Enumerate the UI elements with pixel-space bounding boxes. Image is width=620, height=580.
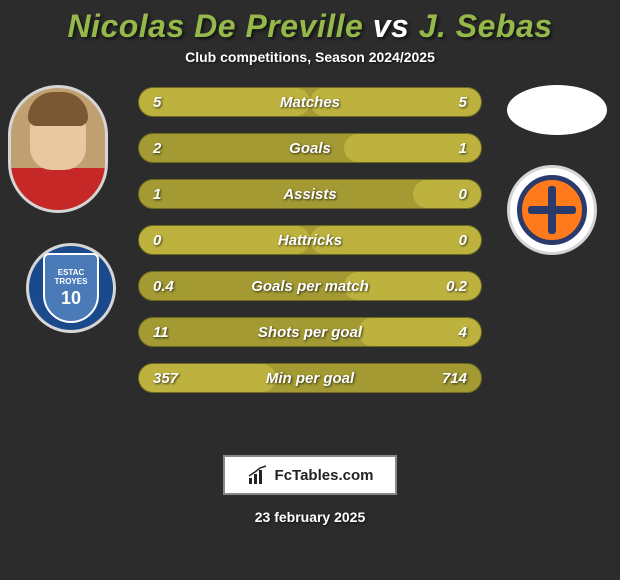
footer-brand-text: FcTables.com	[275, 467, 374, 484]
stat-value-right: 1	[459, 140, 467, 157]
stat-label: Assists	[283, 186, 336, 203]
estac-text-mid: TROYES	[55, 277, 88, 286]
stat-row: 1 Assists 0	[138, 179, 482, 209]
comparison-title: Nicolas De Preville vs J. Sebas	[0, 0, 620, 49]
stat-row: 357 Min per goal 714	[138, 363, 482, 393]
stat-label: Hattricks	[278, 232, 342, 249]
orange-club-shield	[517, 175, 587, 245]
stat-row: 2 Goals 1	[138, 133, 482, 163]
stat-row: 11 Shots per goal 4	[138, 317, 482, 347]
stat-label: Matches	[280, 94, 340, 111]
stat-value-left: 2	[153, 140, 161, 157]
estac-text-top: ESTAC	[58, 268, 85, 277]
player1-club-badge: ESTAC TROYES 10	[26, 243, 116, 333]
player1-shirt	[11, 168, 105, 210]
player2-club-badge	[507, 165, 597, 255]
stat-value-left: 357	[153, 370, 178, 387]
subtitle: Club competitions, Season 2024/2025	[0, 49, 620, 85]
right-avatars-column	[507, 85, 612, 255]
stat-value-left: 0	[153, 232, 161, 249]
stat-value-right: 714	[442, 370, 467, 387]
stat-value-right: 0	[459, 186, 467, 203]
stat-value-left: 5	[153, 94, 161, 111]
stat-fill-right	[413, 180, 481, 208]
stat-value-left: 11	[153, 324, 169, 341]
estac-shield: ESTAC TROYES 10	[43, 253, 99, 323]
footer-brand-box: FcTables.com	[223, 455, 397, 495]
player2-avatar-blank	[507, 85, 607, 135]
stat-value-right: 0.2	[446, 278, 467, 295]
fctables-logo-icon	[247, 464, 269, 486]
estac-number: 10	[61, 288, 81, 309]
stat-value-right: 4	[459, 324, 467, 341]
stat-label: Shots per goal	[258, 324, 362, 341]
footer-date: 23 february 2025	[0, 509, 620, 525]
player2-name: J. Sebas	[419, 8, 553, 44]
player1-hair	[28, 92, 88, 126]
left-avatars-column: ESTAC TROYES 10	[8, 85, 113, 333]
stats-column: 5Matches52Goals11Assists00Hattricks00.4G…	[138, 85, 482, 393]
stat-value-right: 5	[459, 94, 467, 111]
player1-name: Nicolas De Preville	[67, 8, 363, 44]
stat-row: 0 Hattricks 0	[138, 225, 482, 255]
stat-label: Goals	[289, 140, 331, 157]
stat-value-right: 0	[459, 232, 467, 249]
stat-label: Min per goal	[266, 370, 354, 387]
content-area: ESTAC TROYES 10 5Matches52Goals11Assists…	[0, 85, 620, 445]
orange-club-cross-h	[528, 206, 576, 214]
stat-value-left: 1	[153, 186, 161, 203]
stat-value-left: 0.4	[153, 278, 174, 295]
stat-row: 5 Matches 5	[138, 87, 482, 117]
player1-avatar	[8, 85, 108, 213]
vs-label: vs	[373, 8, 410, 44]
stat-label: Goals per match	[251, 278, 369, 295]
stat-row: 0.4 Goals per match 0.2	[138, 271, 482, 301]
